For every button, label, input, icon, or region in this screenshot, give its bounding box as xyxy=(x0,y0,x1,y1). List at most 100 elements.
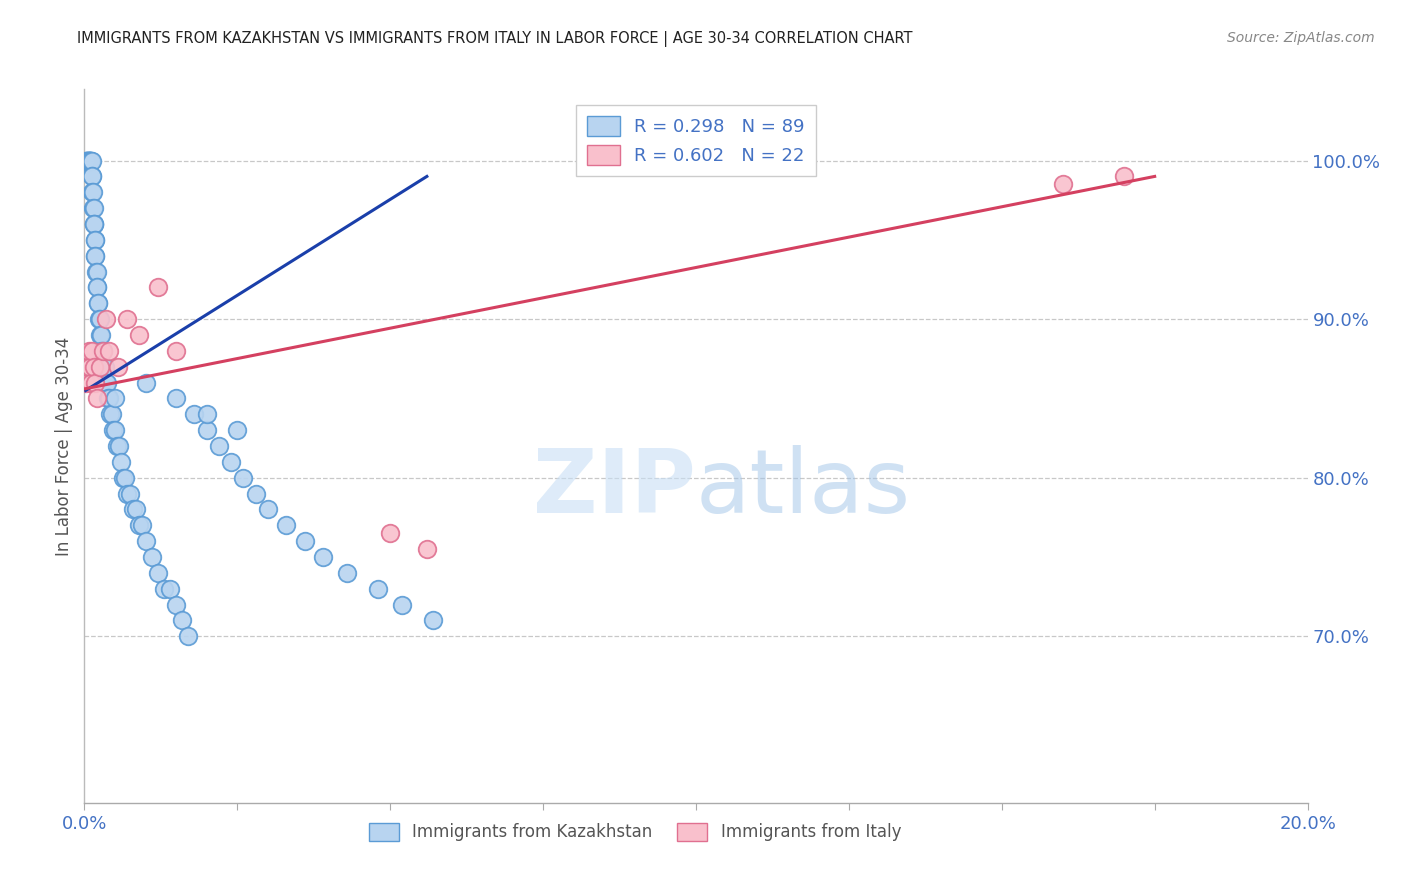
Point xyxy=(79,153,101,168)
Point xyxy=(107,359,129,374)
Point xyxy=(93,359,115,374)
Point xyxy=(165,392,187,406)
Point xyxy=(114,471,136,485)
Point xyxy=(83,217,105,231)
Point xyxy=(86,280,108,294)
Point xyxy=(219,455,242,469)
Point xyxy=(245,486,267,500)
Point xyxy=(82,186,104,200)
Point xyxy=(82,169,104,184)
Point xyxy=(105,439,128,453)
Point xyxy=(135,376,157,390)
Point xyxy=(83,359,105,374)
Point xyxy=(104,423,127,437)
Point xyxy=(146,280,169,294)
Point xyxy=(80,169,103,184)
Point xyxy=(422,614,444,628)
Text: IMMIGRANTS FROM KAZAKHSTAN VS IMMIGRANTS FROM ITALY IN LABOR FORCE | AGE 30-34 C: IMMIGRANTS FROM KAZAKHSTAN VS IMMIGRANTS… xyxy=(77,31,912,47)
Point xyxy=(257,502,280,516)
Point xyxy=(111,471,134,485)
Point xyxy=(122,502,145,516)
Point xyxy=(87,312,110,326)
Point xyxy=(87,296,110,310)
Point xyxy=(90,343,112,358)
Point xyxy=(77,153,100,168)
Point xyxy=(89,328,111,343)
Point xyxy=(79,153,101,168)
Point xyxy=(84,249,107,263)
Point xyxy=(94,376,117,390)
Point xyxy=(226,423,249,437)
Point xyxy=(195,407,218,421)
Point xyxy=(159,582,181,596)
Point xyxy=(380,526,402,541)
Point xyxy=(96,376,118,390)
Point xyxy=(120,486,142,500)
Point xyxy=(86,264,108,278)
Point xyxy=(94,312,117,326)
Point xyxy=(336,566,359,580)
Text: ZIP: ZIP xyxy=(533,445,696,533)
Point xyxy=(135,534,157,549)
Point xyxy=(86,392,108,406)
Text: Source: ZipAtlas.com: Source: ZipAtlas.com xyxy=(1227,31,1375,45)
Point xyxy=(76,153,98,168)
Point xyxy=(153,582,176,596)
Point xyxy=(91,343,114,358)
Y-axis label: In Labor Force | Age 30-34: In Labor Force | Age 30-34 xyxy=(55,336,73,556)
Point xyxy=(183,407,205,421)
Point xyxy=(97,392,120,406)
Legend: Immigrants from Kazakhstan, Immigrants from Italy: Immigrants from Kazakhstan, Immigrants f… xyxy=(361,816,908,848)
Point xyxy=(80,376,103,390)
Point xyxy=(115,312,138,326)
Point xyxy=(101,407,124,421)
Point xyxy=(84,376,107,390)
Point xyxy=(416,542,439,557)
Point xyxy=(80,153,103,168)
Point xyxy=(83,217,105,231)
Point xyxy=(77,153,100,168)
Point xyxy=(82,186,104,200)
Point xyxy=(83,201,105,215)
Point xyxy=(294,534,316,549)
Point xyxy=(86,280,108,294)
Point xyxy=(141,549,163,564)
Point xyxy=(79,153,101,168)
Point xyxy=(80,153,103,168)
Point xyxy=(146,566,169,580)
Point xyxy=(101,423,124,437)
Point xyxy=(93,359,115,374)
Point xyxy=(89,359,111,374)
Point xyxy=(87,296,110,310)
Point xyxy=(97,392,120,406)
Point xyxy=(165,343,187,358)
Point xyxy=(276,518,298,533)
Point xyxy=(79,359,101,374)
Point xyxy=(367,582,389,596)
Point xyxy=(312,549,335,564)
Point xyxy=(77,153,100,168)
Point xyxy=(98,407,121,421)
Point xyxy=(76,153,98,168)
Point xyxy=(128,518,150,533)
Point xyxy=(77,153,100,168)
Point xyxy=(82,343,104,358)
Point xyxy=(1052,178,1074,192)
Point xyxy=(84,249,107,263)
Point xyxy=(107,439,129,453)
Point xyxy=(76,359,98,374)
Point xyxy=(104,392,127,406)
Point xyxy=(80,153,103,168)
Point xyxy=(75,376,97,390)
Point xyxy=(177,629,200,643)
Point xyxy=(172,614,194,628)
Point xyxy=(83,217,105,231)
Point xyxy=(128,328,150,343)
Point xyxy=(208,439,231,453)
Point xyxy=(110,455,132,469)
Text: atlas: atlas xyxy=(696,445,911,533)
Point xyxy=(89,312,111,326)
Point xyxy=(195,423,218,437)
Point xyxy=(77,153,100,168)
Point xyxy=(91,343,114,358)
